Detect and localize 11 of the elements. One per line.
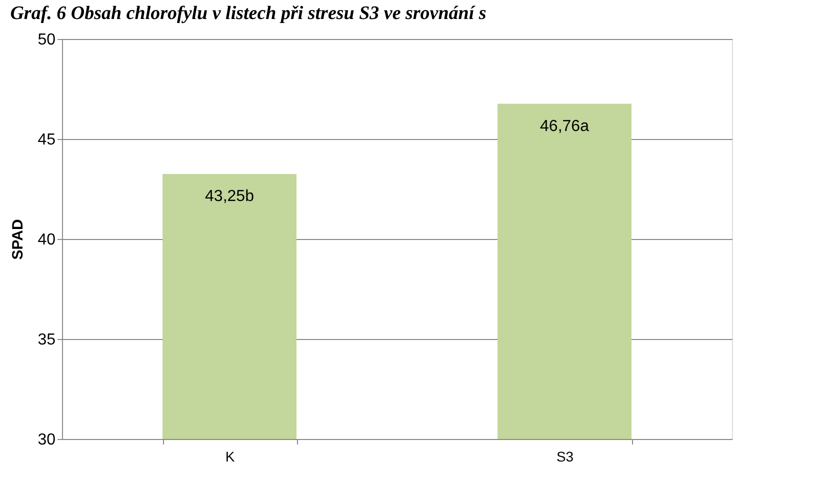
chart-title: Graf. 6 Obsah chlorofylu v listech při stresu S3 ve srovnání s (10, 3, 486, 24)
y-tick-label: 45 (38, 132, 56, 148)
x-tick-label: S3 (556, 448, 574, 464)
y-tick-label: 30 (38, 432, 56, 448)
y-tick-label: 35 (38, 332, 56, 348)
y-tick-label: 40 (38, 232, 56, 248)
y-tick-label: 50 (38, 32, 56, 48)
y-axis-title: SPAD (10, 219, 27, 260)
x-tick-label: K (225, 448, 236, 464)
data-label: 43,25b (205, 188, 254, 205)
data-label: 46,76a (540, 118, 590, 135)
